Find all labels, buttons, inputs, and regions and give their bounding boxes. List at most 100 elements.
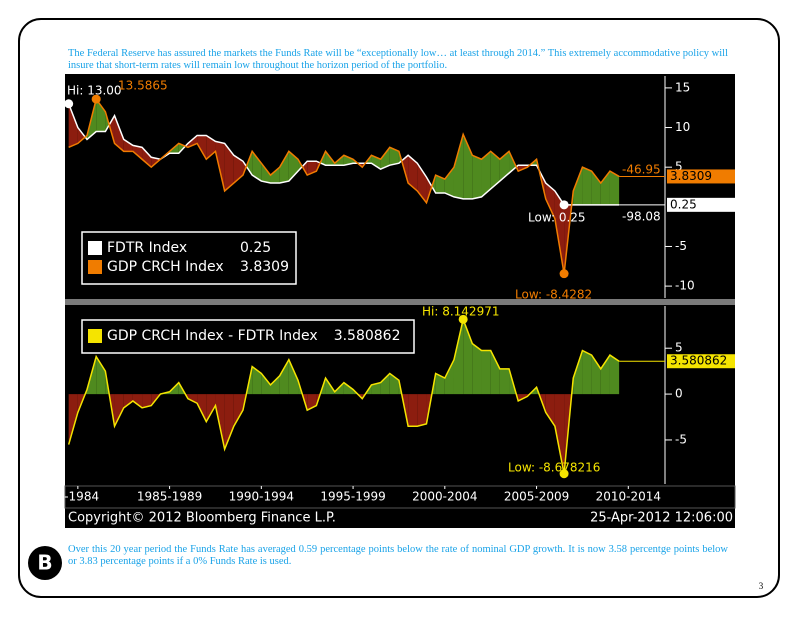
fill-area	[114, 394, 124, 427]
fill-area	[408, 155, 418, 191]
logo-text: B	[37, 551, 52, 575]
last-value-label: 3.8309	[670, 169, 712, 183]
annotation: -98.08	[622, 210, 661, 224]
fill-area	[343, 382, 354, 395]
fill-area	[380, 373, 390, 395]
last-value-box	[667, 197, 735, 212]
fill-area	[490, 151, 500, 189]
extreme-marker	[64, 99, 74, 109]
fill-area	[573, 167, 583, 205]
fill-area	[288, 359, 299, 395]
legend-label: GDP CRCH Index - FDTR Index	[107, 328, 318, 344]
fill-area	[288, 151, 299, 182]
x-tick-label: 1995-1999	[320, 490, 385, 504]
fill-area	[77, 127, 86, 144]
legend-value: 3.8309	[240, 259, 289, 275]
fill-area	[453, 319, 464, 395]
legend-value: 3.580862	[334, 328, 401, 344]
timestamp: 25-Apr-2012 12:06:00	[590, 511, 733, 526]
plot	[68, 99, 620, 274]
fill-area	[490, 350, 500, 395]
y-tick-label: -5	[675, 432, 687, 446]
fill-area	[96, 99, 106, 132]
fill-area	[252, 366, 262, 395]
x-tick-label: 2010-2014	[596, 490, 661, 504]
annotation: Low: -8.678216	[508, 461, 600, 475]
fill-area	[233, 394, 243, 427]
legend-swatch	[88, 241, 102, 255]
y-tick-label: -5	[675, 239, 687, 253]
last-value-box	[667, 354, 735, 369]
fill-area	[435, 175, 445, 193]
fill-area	[252, 151, 262, 182]
fill-area	[142, 147, 152, 168]
fill-area	[279, 151, 289, 184]
x-tick-label: 2-1984	[57, 490, 100, 504]
annotation: -46.95	[622, 163, 661, 177]
legend-box	[81, 231, 297, 285]
page-number: 3	[759, 581, 764, 591]
fill-area	[224, 394, 234, 450]
fill-area	[246, 151, 253, 176]
fill-area	[343, 155, 354, 166]
copyright: Copyright© 2012 Bloomberg Finance L.P.	[68, 511, 336, 526]
fill-area	[573, 350, 583, 395]
annotation: Low: -8.4282	[515, 288, 592, 302]
legend-label: GDP CRCH Index	[107, 259, 224, 275]
fill-area	[96, 356, 106, 395]
fill-area	[591, 355, 601, 395]
fill-area	[444, 359, 454, 395]
fill-area	[609, 171, 620, 205]
fill-area	[224, 143, 234, 191]
fill-area	[481, 350, 491, 395]
legend-swatch	[88, 260, 102, 274]
fill-area	[509, 368, 517, 395]
last-value-label: 0.25	[670, 197, 697, 211]
extreme-marker	[559, 469, 569, 479]
fill-area	[600, 355, 610, 395]
fill-area	[499, 151, 510, 182]
x-axis-strip	[64, 485, 736, 509]
logo	[28, 546, 62, 580]
annotation: Hi: 13.00	[67, 84, 122, 98]
fill-area	[279, 359, 289, 395]
x-tick-label: 2000-2004	[412, 490, 477, 504]
fill-area	[261, 373, 271, 395]
fill-area	[132, 394, 143, 408]
fill-area	[142, 394, 152, 408]
y-tick-label: 5	[675, 160, 683, 174]
plot	[68, 319, 620, 474]
series-line	[68, 97, 620, 274]
x-tick-label: 1985-1989	[137, 490, 202, 504]
fill-area	[453, 134, 464, 199]
fill-area	[609, 355, 620, 395]
intro-text: The Federal Reserve has assured the mark…	[68, 48, 728, 71]
extreme-marker	[559, 269, 569, 279]
fill-area	[123, 394, 133, 408]
fill-area	[545, 183, 555, 219]
fill-area	[591, 171, 601, 205]
last-value-label: 3.580862	[670, 354, 727, 368]
legend-box	[81, 319, 415, 354]
fill-area	[444, 167, 454, 197]
legend-label: FDTR Index	[107, 240, 187, 256]
fill-area	[472, 155, 482, 199]
y-tick-label: -10	[675, 279, 695, 293]
fill-area	[206, 394, 216, 422]
fill-area	[408, 394, 418, 427]
annotation: 13.5865	[118, 79, 168, 93]
fill-area	[261, 163, 271, 184]
legend-value: 0.25	[240, 240, 271, 256]
fill-area	[582, 350, 592, 395]
fill-area	[197, 394, 207, 422]
fill-area	[123, 139, 133, 152]
fill-area	[554, 190, 565, 274]
fill-area	[68, 103, 78, 148]
conclusion-text: Over this 20 year period the Funds Rate …	[68, 544, 728, 567]
fill-area	[114, 115, 124, 152]
fill-area	[270, 375, 280, 395]
fill-area	[417, 394, 427, 427]
annotation: Low: 0.25	[528, 211, 586, 225]
y-tick-label: 0	[675, 387, 683, 401]
fill-area	[68, 394, 78, 445]
